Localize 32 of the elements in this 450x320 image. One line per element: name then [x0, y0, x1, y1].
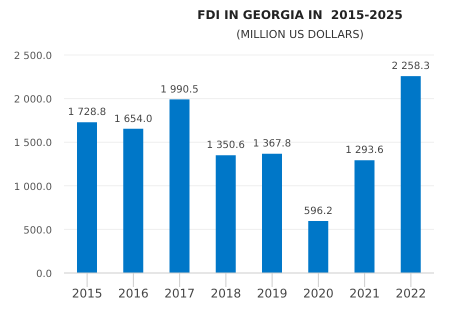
x-tick-label: 2017: [164, 286, 195, 301]
data-label: 1 367.8: [252, 138, 292, 150]
bar: [123, 128, 144, 273]
data-label: 1 728.8: [68, 107, 106, 118]
x-tick-label: 2018: [210, 286, 242, 301]
x-tick-label: 2020: [303, 286, 334, 301]
bar: [354, 160, 374, 273]
y-tick-label: 1 500.0: [14, 138, 52, 150]
bar: [170, 99, 190, 273]
y-tick-label: 500.0: [23, 225, 52, 236]
data-label: 1 293.6: [345, 145, 384, 156]
y-tick-label: 1 000.0: [14, 182, 52, 193]
data-label: 1 990.5: [160, 84, 199, 96]
data-label: 1 350.6: [206, 140, 245, 152]
y-tick-label: 2 000.0: [14, 94, 52, 106]
bar: [308, 221, 328, 273]
data-label: 1 654.0: [114, 114, 152, 125]
y-tick-label: 2 500.0: [14, 51, 52, 62]
x-tick-label: 2019: [256, 286, 288, 301]
bar: [400, 76, 421, 273]
bar: [262, 154, 282, 273]
x-tick-label: 2016: [118, 286, 149, 301]
chart-subtitle: (MILLION US DOLLARS): [235, 28, 365, 41]
x-tick-label: 2022: [396, 286, 426, 301]
data-label: 2 258.3: [392, 61, 430, 72]
data-label: 596.2: [304, 206, 333, 218]
x-tick-label: 2015: [72, 286, 102, 301]
bar: [77, 122, 97, 273]
x-tick-label: 2021: [349, 286, 380, 301]
chart-title: FDI IN GEORGIA IN 2015-2025: [196, 8, 404, 22]
y-tick-label: 0.0: [36, 269, 52, 280]
bar: [216, 155, 236, 273]
